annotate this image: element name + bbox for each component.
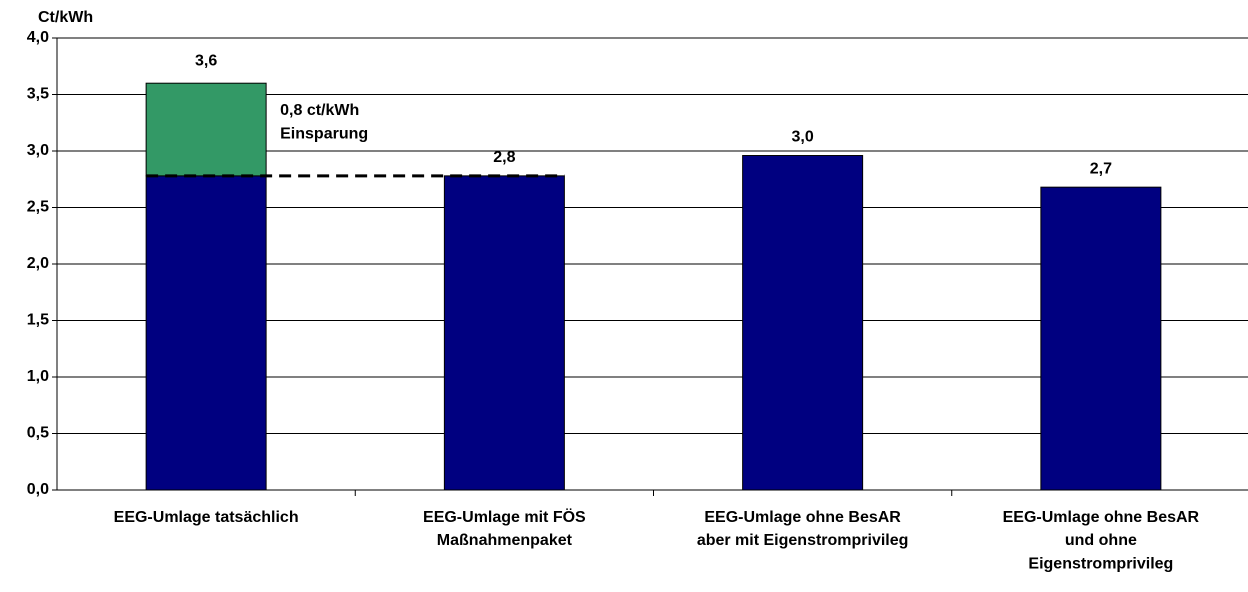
- bar-segment: [443, 175, 565, 491]
- bar-segment: [742, 155, 864, 491]
- value-label: 2,8: [493, 149, 515, 166]
- x-tick-label: EEG-Umlage mit FÖS Maßnahmenpaket: [423, 507, 586, 549]
- y-tick-label: 2,0: [27, 255, 49, 272]
- x-tick-label: EEG-Umlage ohne BesAR und ohne Eigenstromp…: [1003, 509, 1200, 572]
- y-axis-label: Ct/kWh: [38, 9, 93, 26]
- y-tick-label: 3,5: [27, 86, 49, 103]
- x-tick-label: EEG-Umlage tatsächlich: [114, 509, 299, 526]
- y-tick-label: 1,0: [27, 368, 49, 385]
- y-tick-label: 0,5: [27, 425, 49, 442]
- bar-segment: [145, 175, 267, 491]
- value-label: 2,7: [1090, 160, 1112, 177]
- bar-segment: [1040, 186, 1162, 491]
- y-tick-label: 1,5: [27, 312, 49, 329]
- y-tick-label: 0,0: [27, 481, 49, 498]
- y-tick-label: 2,5: [27, 199, 49, 216]
- bar-segment: [145, 82, 267, 177]
- value-label: 3,0: [792, 129, 814, 146]
- annotation: 0,8 ct/kWh Einsparung: [280, 102, 368, 142]
- y-tick-label: 4,0: [27, 29, 49, 46]
- y-tick-label: 3,0: [27, 142, 49, 159]
- x-tick-label: EEG-Umlage ohne BesAR aber mit Eigenstrom…: [697, 509, 909, 549]
- total-label: 3,6: [195, 52, 217, 69]
